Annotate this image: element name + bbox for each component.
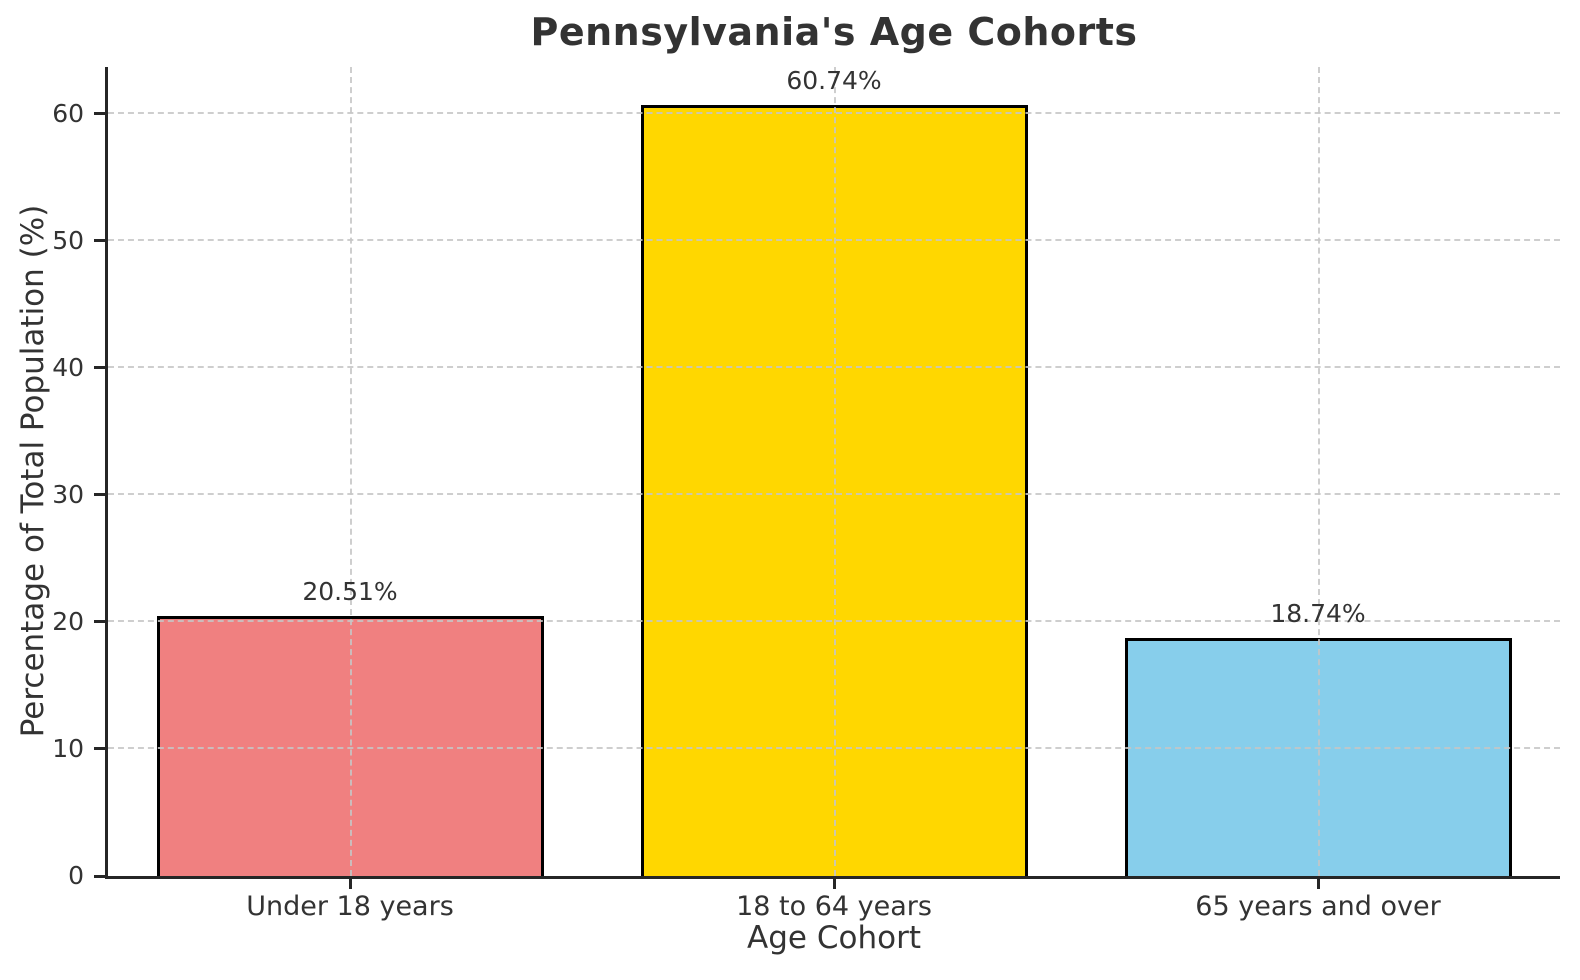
horizontal-gridline [108, 112, 1560, 114]
y-tick-mark [94, 874, 105, 878]
y-tick-label: 60 [52, 98, 84, 128]
bar-value-labels-layer: 20.51% 60.74% 18.74% [108, 65, 1560, 876]
y-tick-mark [94, 620, 105, 624]
x-tick-label: 18 to 64 years [736, 891, 932, 922]
grid-layer [108, 67, 1560, 876]
plot-area: 20.51% 60.74% 18.74% [105, 65, 1560, 879]
horizontal-gridline [108, 747, 1560, 749]
y-tick-mark [94, 112, 105, 116]
x-tick-label: 65 years and over [1195, 891, 1441, 922]
y-tick-label: 0 [68, 861, 84, 890]
vertical-gridline [834, 67, 836, 876]
y-axis-spine [105, 67, 108, 879]
y-tick-label: 20 [52, 606, 84, 636]
x-tick-label: Under 18 years [246, 891, 454, 922]
y-tick-mark [94, 493, 105, 497]
horizontal-gridline [108, 493, 1560, 495]
y-axis-title: Percentage of Total Population (%) [15, 204, 51, 738]
x-tick-mark [348, 879, 352, 889]
bar-value-label: 20.51% [302, 576, 398, 606]
horizontal-gridline [108, 620, 1560, 622]
x-axis-spine [105, 876, 1560, 879]
horizontal-gridline [108, 239, 1560, 241]
vertical-gridline [1318, 67, 1320, 876]
x-axis-title: Age Cohort [747, 920, 921, 956]
y-tick-mark [94, 747, 105, 751]
y-tick-mark [94, 366, 105, 370]
vertical-gridline [350, 67, 352, 876]
x-tick-mark [1316, 879, 1320, 889]
y-tick-label: 40 [52, 352, 84, 382]
chart-title: Pennsylvania's Age Cohorts [530, 10, 1138, 54]
x-axis: Under 18 years 18 to 64 years 65 years and… [108, 879, 1560, 979]
x-tick-mark [832, 879, 836, 889]
y-tick-label: 10 [52, 733, 84, 763]
horizontal-gridline [108, 366, 1560, 368]
y-tick-label: 30 [52, 479, 84, 509]
bar-value-label: 60.74% [786, 65, 882, 95]
bar-value-label: 18.74% [1270, 599, 1366, 628]
y-tick-mark [94, 239, 105, 243]
y-tick-label: 50 [52, 225, 84, 255]
y-axis: 0 10 20 30 40 50 60 [0, 67, 108, 890]
